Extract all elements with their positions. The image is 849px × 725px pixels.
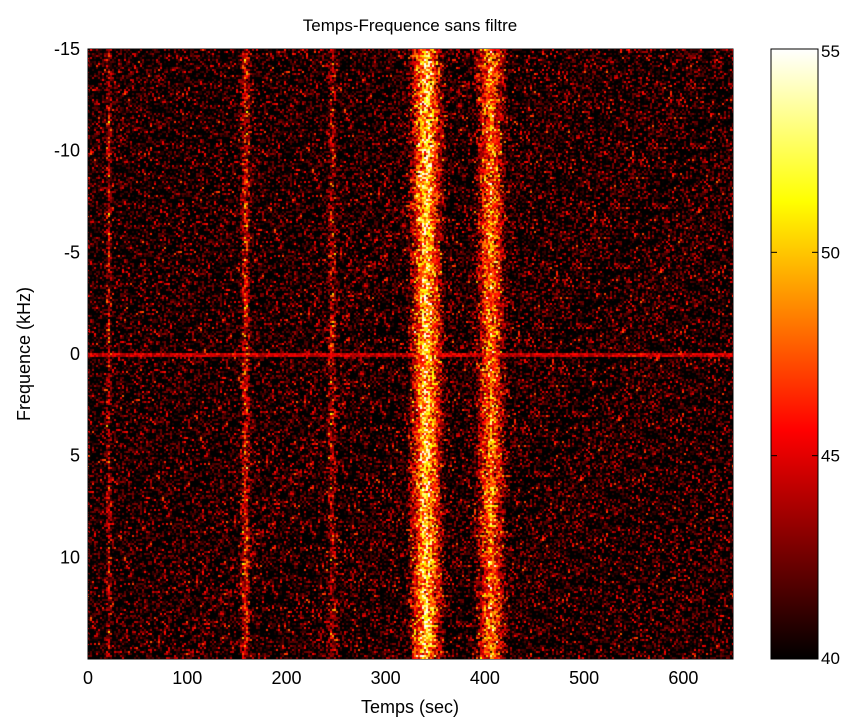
chart-title: Temps-Frequence sans filtre bbox=[303, 16, 517, 35]
y-tick-label: 5 bbox=[70, 446, 80, 466]
x-tick-label: 300 bbox=[371, 668, 401, 688]
x-axis-ticks: 0 100 200 300 400 500 600 bbox=[83, 49, 698, 688]
colorbar-tick-label: 55 bbox=[821, 42, 840, 61]
x-tick-label: 600 bbox=[668, 668, 698, 688]
x-tick-label: 100 bbox=[172, 668, 202, 688]
x-tick-label: 400 bbox=[470, 668, 500, 688]
colorbar-tick-label: 50 bbox=[821, 243, 840, 262]
y-tick-label: -5 bbox=[64, 242, 80, 262]
y-tick-label: 0 bbox=[70, 344, 80, 364]
x-tick-label: 0 bbox=[83, 668, 93, 688]
y-tick-label: 10 bbox=[60, 547, 80, 567]
y-axis-ticks: -15 -10 -5 0 5 10 bbox=[54, 39, 733, 567]
colorbar-tick-label: 40 bbox=[821, 649, 840, 668]
spectrogram-heatmap bbox=[88, 49, 733, 659]
colorbar-ticks: 40 45 50 55 bbox=[771, 42, 840, 668]
x-axis-label: Temps (sec) bbox=[361, 697, 459, 717]
x-tick-label: 500 bbox=[569, 668, 599, 688]
colorbar bbox=[770, 48, 819, 660]
y-tick-label: -15 bbox=[54, 39, 80, 59]
y-axis-label: Frequence (kHz) bbox=[14, 287, 34, 421]
colorbar-tick-label: 45 bbox=[821, 447, 840, 466]
y-tick-label: -10 bbox=[54, 141, 80, 161]
x-tick-label: 200 bbox=[271, 668, 301, 688]
